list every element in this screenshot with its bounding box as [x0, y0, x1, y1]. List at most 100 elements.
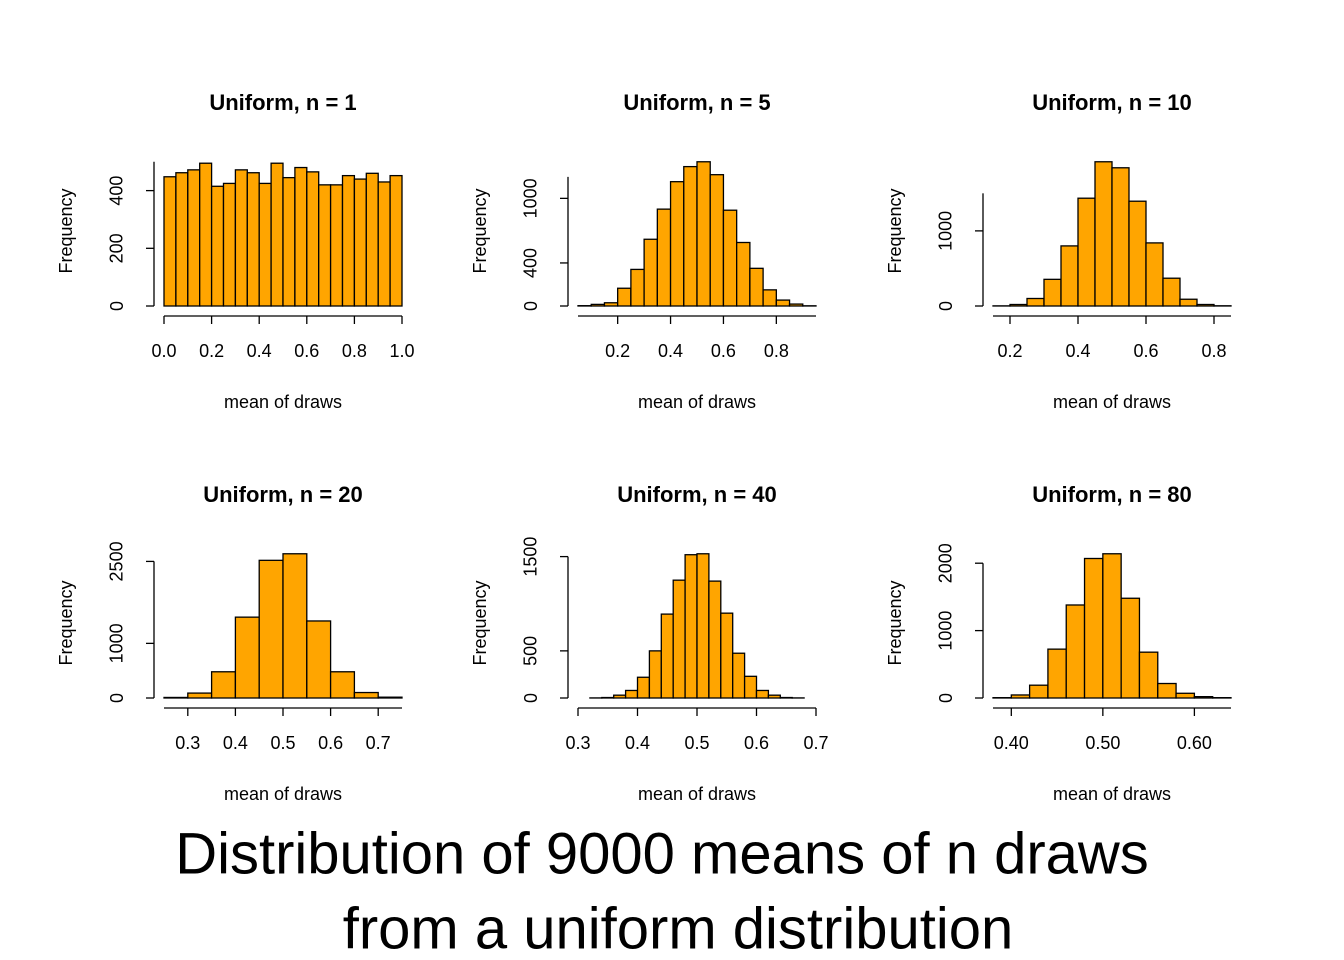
- bar: [318, 184, 332, 307]
- bar: [1028, 684, 1049, 699]
- x-tick-label: 0.3: [565, 733, 590, 753]
- x-tick-label: 0.8: [1201, 341, 1226, 361]
- x-tick-label: 0.4: [625, 733, 650, 753]
- bar: [1047, 648, 1067, 699]
- bar: [630, 268, 645, 307]
- y-tick-label: 400: [107, 176, 127, 206]
- x-axis-label: mean of draws: [638, 784, 756, 804]
- bar: [1157, 682, 1177, 699]
- x-tick-label: 0.4: [247, 341, 272, 361]
- bar: [258, 182, 272, 307]
- y-tick-label: 1500: [521, 537, 541, 577]
- panel-title: Uniform, n = 20: [203, 482, 363, 507]
- bar: [163, 696, 189, 699]
- y-axis-label: Frequency: [56, 188, 76, 273]
- bar: [282, 176, 296, 307]
- x-tick-label: 0.2: [605, 341, 630, 361]
- bar: [270, 162, 284, 307]
- x-tick-label: 0.2: [997, 341, 1022, 361]
- bar: [306, 620, 332, 699]
- x-tick-label: 0.0: [151, 341, 176, 361]
- bar: [1162, 277, 1181, 307]
- x-tick-label: 0.3: [175, 733, 200, 753]
- y-tick-label: 1000: [936, 611, 956, 651]
- bar: [672, 579, 686, 699]
- bar: [590, 303, 606, 307]
- y-tick-label: 0: [936, 693, 956, 703]
- bar: [1175, 692, 1196, 699]
- bar: [306, 171, 320, 307]
- bar: [341, 174, 356, 307]
- x-tick-label: 0.4: [658, 341, 683, 361]
- bar: [720, 612, 734, 699]
- x-tick-label: 0.7: [803, 733, 828, 753]
- bar: [1102, 553, 1122, 699]
- panel-title: Uniform, n = 5: [623, 90, 770, 115]
- bar: [656, 208, 672, 307]
- bar: [624, 689, 639, 699]
- panel-title: Uniform, n = 80: [1032, 482, 1192, 507]
- y-axis-label: Frequency: [885, 188, 905, 273]
- bar: [258, 559, 284, 699]
- bar: [175, 172, 189, 307]
- bar: [1193, 696, 1214, 699]
- bar: [1196, 303, 1215, 307]
- x-axis-label: mean of draws: [224, 392, 342, 412]
- x-tick-label: 0.7: [366, 733, 391, 753]
- bar: [210, 185, 225, 307]
- bar: [1010, 694, 1031, 699]
- bar: [199, 162, 213, 307]
- x-axis-label: mean of draws: [224, 784, 342, 804]
- bar: [613, 694, 627, 699]
- y-tick-label: 2500: [107, 541, 127, 581]
- bar: [709, 174, 725, 307]
- bar: [696, 161, 711, 307]
- bar: [732, 652, 746, 699]
- bar: [683, 165, 698, 307]
- bar: [222, 182, 237, 307]
- y-axis-label: Frequency: [470, 580, 490, 665]
- y-tick-label: 0: [107, 301, 127, 311]
- bar: [722, 209, 738, 307]
- bar: [696, 553, 710, 699]
- x-tick-label: 0.6: [318, 733, 343, 753]
- y-tick-label: 200: [107, 233, 127, 263]
- y-tick-label: 500: [521, 636, 541, 666]
- bar: [353, 691, 379, 699]
- y-tick-label: 2000: [936, 543, 956, 583]
- bar: [210, 671, 237, 699]
- x-tick-label: 0.2: [199, 341, 224, 361]
- bar: [246, 172, 260, 307]
- panel-title: Uniform, n = 40: [617, 482, 777, 507]
- bar: [736, 241, 751, 307]
- bar: [1138, 651, 1159, 699]
- x-tick-label: 0.40: [994, 733, 1029, 753]
- y-tick-label: 1000: [936, 211, 956, 251]
- y-tick-label: 0: [521, 301, 541, 311]
- bar: [1179, 298, 1198, 307]
- figure-title: Distribution of 9000 means of n draws: [175, 821, 1149, 886]
- bar: [1145, 242, 1164, 307]
- bar: [377, 181, 391, 307]
- bar: [788, 303, 804, 307]
- x-tick-label: 0.6: [711, 341, 736, 361]
- bar: [617, 287, 632, 307]
- x-tick-label: 0.8: [342, 341, 367, 361]
- bar: [669, 181, 685, 307]
- bar: [377, 696, 403, 699]
- bar: [708, 580, 722, 699]
- bar: [1009, 303, 1028, 307]
- bar: [660, 613, 674, 699]
- bar: [643, 238, 658, 307]
- bar: [648, 650, 662, 699]
- bar: [187, 169, 201, 307]
- x-tick-label: 0.4: [1065, 341, 1090, 361]
- panel-title: Uniform, n = 10: [1032, 90, 1192, 115]
- bar: [1043, 278, 1062, 307]
- bar: [767, 694, 781, 699]
- x-tick-label: 0.6: [294, 341, 319, 361]
- bar: [603, 302, 619, 307]
- x-tick-label: 0.4: [223, 733, 248, 753]
- x-tick-label: 0.50: [1085, 733, 1120, 753]
